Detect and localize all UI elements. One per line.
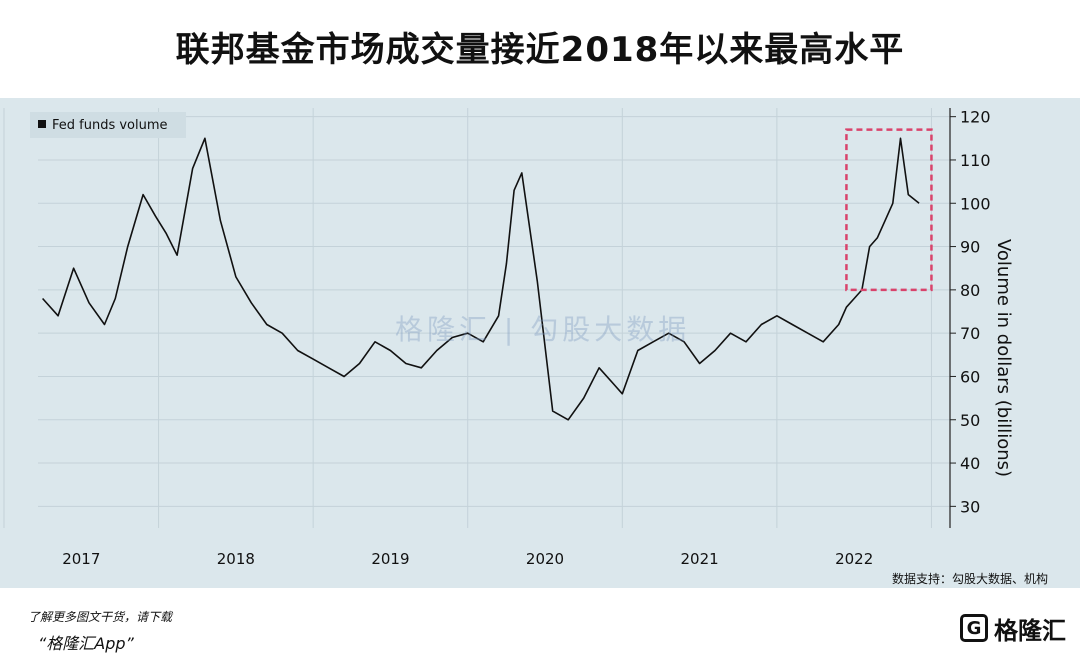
legend-box: [30, 112, 186, 138]
y-tick-label: 100: [960, 194, 991, 213]
y-tick-label: 120: [960, 108, 991, 127]
download-prompt: 了解更多图文干货，请下载: [28, 610, 173, 624]
chart-area: 2017 2018 2019 2020 2021 2022 30 40 50 60 70 80 90 10…: [0, 98, 1080, 588]
y-tick-label: 80: [960, 281, 980, 300]
y-tick-label: 30: [960, 497, 980, 516]
y-tick-label: 50: [960, 411, 980, 430]
y-tick-label: 70: [960, 324, 980, 343]
y-tick-label: 60: [960, 367, 980, 386]
x-tick-label: 2021: [680, 550, 718, 568]
page-title: 联邦基金市场成交量接近2018年以来最高水平: [175, 30, 905, 70]
watermark: 格隆汇 | 勾股大数据: [395, 313, 691, 346]
x-tick-label: 2019: [371, 550, 409, 568]
legend-marker: [38, 120, 46, 128]
brand-logo: G 格隆汇: [960, 610, 1066, 646]
source-note: 数据支持：勾股大数据、机构: [891, 572, 1048, 586]
highlight-box: [845, 128, 933, 292]
x-tick-label: 2022: [835, 550, 873, 568]
x-tick-label: 2017: [62, 550, 100, 568]
line-chart: 2017 2018 2019 2020 2021 2022 30 40 50 60 70 80 90 10…: [3, 108, 1014, 568]
y-tick-label: 90: [960, 238, 980, 257]
app-name: “格隆汇App”: [38, 634, 134, 653]
y-tick-label: 110: [960, 151, 991, 170]
footer: 数据支持：勾股大数据、机构 了解更多图文干货，请下载 “格隆汇App” G 格隆…: [0, 572, 1080, 660]
y-tick-label: 40: [960, 454, 980, 473]
x-tick-label: 2018: [217, 550, 255, 568]
y-axis-label: Volume in dollars (billions): [993, 239, 1014, 477]
logo-text: 格隆汇: [994, 616, 1066, 645]
logo-icon: G: [960, 614, 988, 642]
x-tick-label: 2020: [526, 550, 564, 568]
series-line-fed-funds-volume: [42, 137, 920, 421]
legend-label: Fed funds volume: [52, 118, 168, 133]
